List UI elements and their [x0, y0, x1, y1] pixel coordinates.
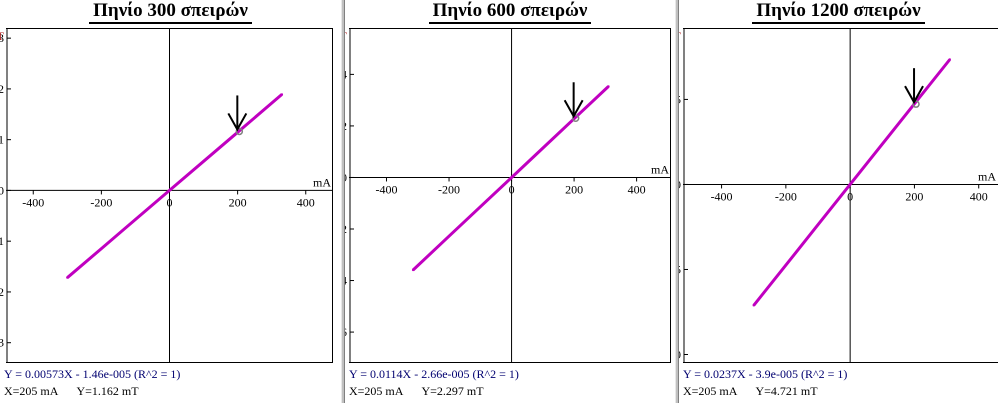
- chart-title-text: Πηνίο 600 σπειρών: [428, 0, 592, 24]
- data-point: [752, 304, 755, 307]
- chart-title-text: Πηνίο 300 σπειρών: [89, 0, 252, 24]
- chart-svg[interactable]: -400 -200 0 200 400 4 2 0 -2 -4 -6 mA mT: [345, 28, 671, 363]
- series-line: [752, 58, 951, 307]
- x-axis-label: mA: [651, 162, 669, 176]
- fit-equation: Y = 0.0237X - 3.9e-005 (R^2 = 1): [683, 367, 848, 381]
- cursor-readout: X=205 mA Y=4.721 mT: [683, 384, 836, 399]
- x-tick-label: -400: [376, 182, 398, 196]
- y-tick-label: 5: [679, 92, 681, 106]
- x-tick-label: -400: [22, 195, 44, 209]
- y-tick-label: 1: [0, 133, 4, 147]
- data-point: [168, 189, 171, 192]
- y-tick-label: 0: [0, 183, 4, 197]
- data-point: [202, 160, 205, 163]
- data-point: [948, 58, 951, 61]
- chart-svg[interactable]: -400 -200 0 200 400 3 2 1 0 -1 -2 -3 mA mT: [0, 28, 333, 363]
- x-tick-label: -200: [775, 189, 797, 203]
- x-tick-label: 0: [847, 189, 853, 203]
- x-tick-label: 400: [297, 195, 315, 209]
- plot-frame: [349, 28, 671, 363]
- series-line: [66, 93, 283, 279]
- data-point: [447, 235, 451, 238]
- data-point: [607, 85, 610, 88]
- chart-svg[interactable]: -400 -200 0 200 400 5 0 -5 -10 mA mT: [679, 28, 998, 363]
- y-tick-label: -3: [0, 336, 4, 350]
- readout-x: X=205 mA: [349, 384, 404, 398]
- x-tick-label: -200: [438, 182, 460, 196]
- y-tick-label: -2: [0, 285, 4, 299]
- x-tick-label: 400: [628, 182, 646, 196]
- plot-frame: [683, 28, 998, 363]
- chart-title-text: Πηνίο 1200 σπειρών: [752, 0, 925, 24]
- y-axis-label: mT: [345, 29, 348, 43]
- data-point: [280, 93, 284, 96]
- y-tick-label: 0: [679, 177, 681, 191]
- arrow-head-icon: [563, 99, 584, 119]
- data-point: [134, 218, 137, 221]
- data-point: [479, 205, 482, 209]
- data-point: [541, 146, 545, 150]
- readout-y: Y=1.162 mT: [76, 384, 139, 398]
- y-tick-label: -1: [0, 234, 4, 248]
- panel-divider[interactable]: [675, 0, 679, 403]
- data-point: [881, 142, 884, 146]
- data-point: [784, 263, 788, 267]
- y-tick-label: -6: [345, 325, 347, 339]
- y-tick-label: 4: [345, 67, 347, 81]
- readout-y: Y=2.297 mT: [421, 384, 484, 398]
- data-point: [411, 268, 415, 272]
- x-tick-label: -400: [711, 189, 733, 203]
- fit-equation: Y = 0.0114X - 2.66e-005 (R^2 = 1): [349, 367, 519, 381]
- plot-area[interactable]: -400 -200 0 200 400 5 0 -5 -10 mA mT: [679, 28, 998, 363]
- plot-area[interactable]: -400 -200 0 200 400 4 2 0 -2 -4 -6 mA mT: [345, 28, 671, 363]
- y-tick-label: -5: [679, 262, 681, 276]
- data-point: [510, 176, 513, 179]
- y-tick-label: 0: [345, 170, 347, 184]
- data-point: [66, 276, 69, 279]
- y-axis-label: mT: [679, 29, 682, 43]
- x-tick-label: 400: [970, 189, 988, 203]
- data-point: [816, 223, 820, 226]
- panel-divider[interactable]: [341, 0, 345, 403]
- x-tick-label: 0: [167, 195, 173, 209]
- plot-area[interactable]: -400 -200 0 200 400 3 2 1 0 -1 -2 -3 mA mT: [0, 28, 333, 363]
- x-tick-label: 200: [565, 182, 583, 196]
- cursor-marker: [235, 127, 244, 136]
- chart-panel-300: Πηνίο 300 σπειρών -400-20002004003210-1-…: [0, 0, 341, 403]
- chart-title: Πηνίο 600 σπειρών: [345, 0, 675, 24]
- x-tick-label: 200: [229, 195, 247, 209]
- x-tick-label: 200: [905, 189, 923, 203]
- y-tick-label: -10: [679, 347, 681, 361]
- cursor-readout: X=205 mA Y=2.297 mT: [349, 384, 502, 399]
- chart-title: Πηνίο 1200 σπειρών: [679, 0, 998, 24]
- cursor-readout: X=205 mA Y=1.162 mT: [4, 384, 157, 399]
- readout-x: X=205 mA: [683, 384, 738, 398]
- cursor-marker: [912, 100, 920, 108]
- data-point: [848, 183, 852, 186]
- arrow-head-icon: [227, 112, 248, 132]
- y-axis-label: mT: [0, 29, 5, 43]
- x-axis-label: mA: [978, 169, 996, 183]
- y-tick-label: 3: [0, 31, 4, 45]
- y-tick-label: 2: [345, 119, 347, 133]
- y-tick-label: -4: [345, 274, 347, 288]
- cursor-marker: [571, 114, 580, 123]
- x-tick-label: -200: [90, 195, 112, 209]
- y-tick-label: 2: [0, 82, 4, 96]
- fit-equation: Y = 0.00573X - 1.46e-005 (R^2 = 1): [4, 367, 181, 381]
- x-tick-label: 0: [509, 182, 515, 196]
- arrow-head-icon: [904, 85, 924, 105]
- chart-title: Πηνίο 300 σπειρών: [0, 0, 341, 24]
- x-axis-label: mA: [313, 175, 331, 189]
- chart-panel-600: Πηνίο 600 σπειρών -400-2000200400420-2-4…: [345, 0, 675, 403]
- chart-panel-1200: Πηνίο 1200 σπειρών -400 -200 0 200 400 5 0 -5 -1…: [679, 0, 998, 403]
- readout-x: X=205 mA: [4, 384, 59, 398]
- data-point: [100, 247, 103, 250]
- y-tick-label: -2: [345, 222, 347, 236]
- readout-y: Y=4.721 mT: [755, 384, 818, 398]
